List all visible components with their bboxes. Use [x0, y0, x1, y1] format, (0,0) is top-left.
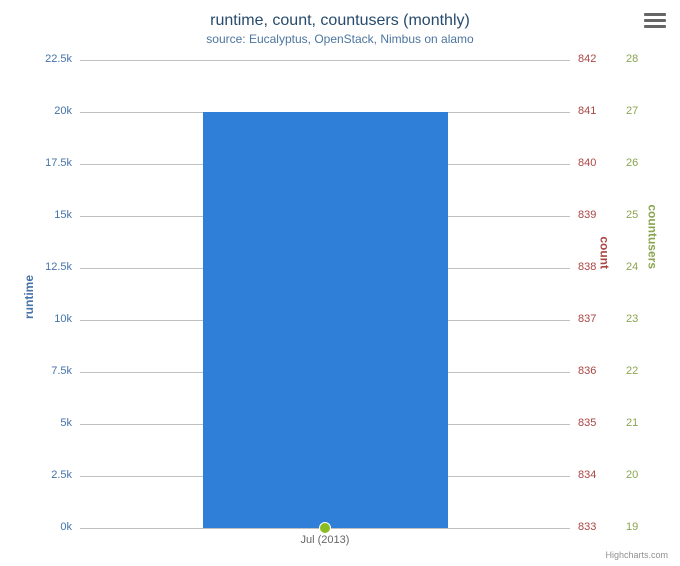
y-tick-label-countusers: 24	[626, 261, 638, 273]
chart-container: runtime, count, countusers (monthly) sour…	[0, 0, 680, 566]
y-tick-label-countusers: 21	[626, 417, 638, 429]
y-tick-label-count: 838	[578, 261, 596, 273]
y-axis-title-runtime: runtime	[22, 275, 36, 319]
y-tick-label-count: 837	[578, 313, 596, 325]
y-tick-label-runtime: 20k	[54, 105, 72, 117]
chart-menu-button[interactable]	[644, 10, 666, 30]
y-tick-label-countusers: 28	[626, 53, 638, 65]
y-tick-label-runtime: 10k	[54, 313, 72, 325]
y-axis-title-count: count	[598, 236, 612, 269]
y-tick-label-countusers: 23	[626, 313, 638, 325]
chart-title: runtime, count, countusers (monthly)	[0, 12, 680, 30]
y-tick-label-runtime: 0k	[60, 521, 72, 533]
y-tick-label-runtime: 17.5k	[45, 157, 72, 169]
y-tick-label-countusers: 27	[626, 105, 638, 117]
y-tick-label-count: 841	[578, 105, 596, 117]
chart-subtitle: source: Eucalyptus, OpenStack, Nimbus on…	[0, 32, 680, 46]
marker-countusers[interactable]	[319, 522, 331, 534]
y-tick-label-runtime: 7.5k	[51, 365, 72, 377]
y-tick-label-count: 833	[578, 521, 596, 533]
plot-area	[80, 60, 570, 528]
y-tick-label-countusers: 22	[626, 365, 638, 377]
y-tick-label-runtime: 12.5k	[45, 261, 72, 273]
bar-runtime[interactable]	[203, 112, 448, 528]
y-tick-label-countusers: 19	[626, 521, 638, 533]
y-axis-title-countusers: countusers	[646, 204, 660, 269]
y-tick-label-runtime: 22.5k	[45, 53, 72, 65]
y-tick-label-count: 840	[578, 157, 596, 169]
y-tick-label-count: 839	[578, 209, 596, 221]
y-tick-label-count: 834	[578, 469, 596, 481]
y-tick-label-count: 835	[578, 417, 596, 429]
y-tick-label-countusers: 26	[626, 157, 638, 169]
y-tick-label-count: 842	[578, 53, 596, 65]
y-tick-label-count: 836	[578, 365, 596, 377]
y-tick-label-countusers: 20	[626, 469, 638, 481]
credits-link[interactable]: Highcharts.com	[605, 550, 668, 560]
y-tick-label-runtime: 15k	[54, 209, 72, 221]
y-tick-label-runtime: 5k	[60, 417, 72, 429]
x-tick-label: Jul (2013)	[295, 534, 355, 546]
gridline	[80, 60, 570, 61]
y-tick-label-runtime: 2.5k	[51, 469, 72, 481]
y-tick-label-countusers: 25	[626, 209, 638, 221]
